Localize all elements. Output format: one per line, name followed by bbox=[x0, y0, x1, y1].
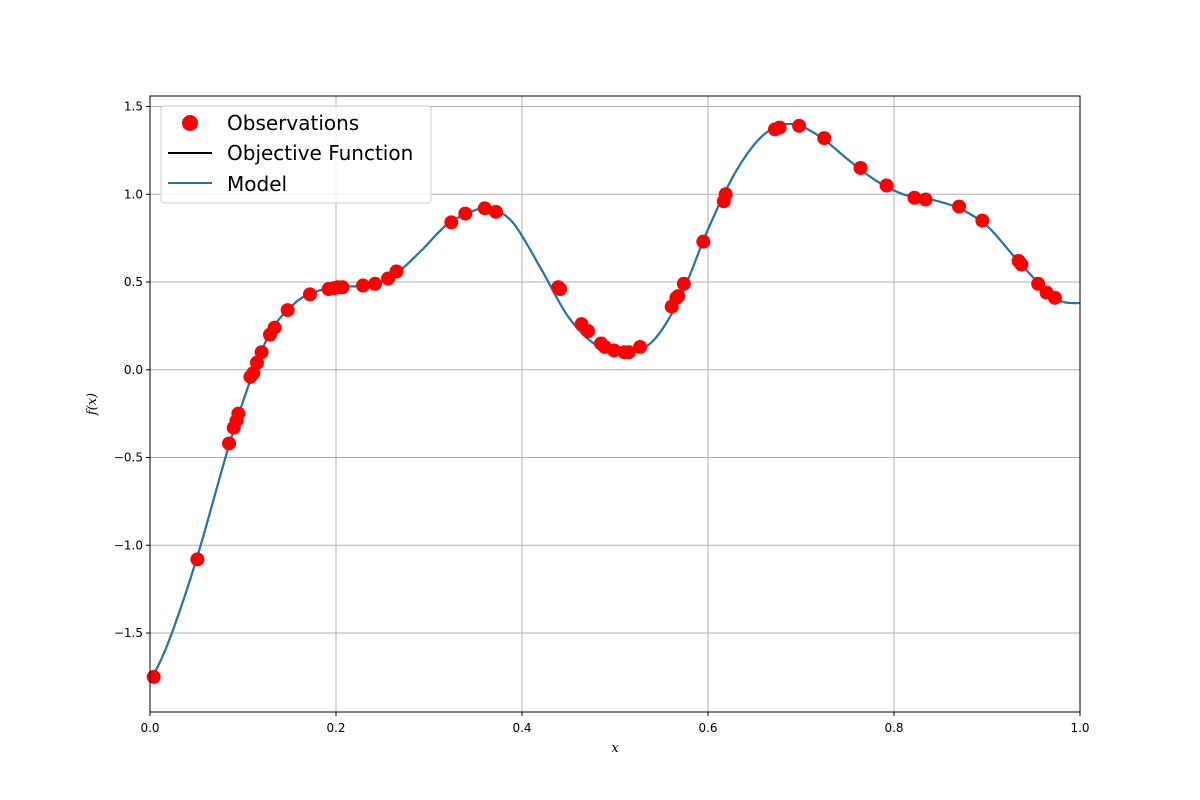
x-axis-label: x bbox=[611, 741, 619, 756]
observation-point bbox=[280, 303, 295, 318]
y-tick-label: 0.5 bbox=[124, 275, 143, 289]
x-axis-ticks: 0.0 0.2 0.4 0.6 0.8 1.0 bbox=[140, 712, 1090, 735]
observation-point bbox=[222, 436, 237, 451]
legend-model-label: Model bbox=[227, 172, 287, 196]
y-tick-label: −0.5 bbox=[114, 451, 143, 465]
y-tick-label: −1.0 bbox=[114, 538, 143, 552]
observation-point bbox=[458, 206, 473, 221]
legend-box bbox=[160, 105, 432, 204]
observation-point bbox=[488, 204, 503, 219]
observation-point bbox=[190, 552, 205, 567]
legend-observations-marker bbox=[182, 115, 198, 131]
axes-frame bbox=[149, 95, 1081, 713]
y-tick-label: 0.0 bbox=[124, 363, 143, 377]
observation-point bbox=[621, 345, 636, 360]
x-tick-label: 0.6 bbox=[698, 721, 717, 735]
x-tick-label: 1.0 bbox=[1070, 721, 1089, 735]
observation-point bbox=[633, 339, 648, 354]
observation-point bbox=[772, 120, 787, 135]
observation-point bbox=[975, 213, 990, 228]
observation-point bbox=[671, 289, 686, 304]
y-axis-label: f(x) bbox=[85, 393, 100, 416]
y-axis-ticks: −1.5 −1.0 −0.5 0.0 0.5 1.0 1.5 bbox=[114, 100, 150, 640]
observation-point bbox=[335, 280, 350, 295]
observation-point bbox=[249, 355, 264, 370]
observation-point bbox=[444, 215, 459, 230]
x-tick-label: 0.2 bbox=[326, 721, 345, 735]
observation-point bbox=[853, 160, 868, 175]
y-tick-label: −1.5 bbox=[114, 626, 143, 640]
legend-observations-label: Observations bbox=[227, 111, 359, 135]
observation-point bbox=[1047, 290, 1062, 305]
observation-point bbox=[718, 187, 733, 202]
observation-point bbox=[918, 192, 933, 207]
x-tick-label: 0.4 bbox=[512, 721, 531, 735]
observation-point bbox=[817, 131, 832, 146]
observation-point bbox=[389, 264, 404, 279]
observation-point bbox=[146, 669, 161, 684]
x-tick-label: 0.8 bbox=[884, 721, 903, 735]
observation-point bbox=[1014, 257, 1029, 272]
observation-point bbox=[246, 366, 261, 381]
observation-point bbox=[302, 287, 317, 302]
legend-objective-function-label: Objective Function bbox=[227, 141, 413, 165]
observation-point bbox=[696, 234, 711, 249]
y-tick-label: 1.0 bbox=[124, 187, 143, 201]
observation-point bbox=[368, 276, 383, 291]
observation-point bbox=[1031, 276, 1046, 291]
observation-point bbox=[907, 190, 922, 205]
observation-point bbox=[676, 276, 691, 291]
y-tick-label: 1.5 bbox=[124, 100, 143, 114]
observation-point bbox=[879, 178, 894, 193]
observation-point bbox=[952, 199, 967, 214]
observation-point bbox=[477, 201, 492, 216]
observation-point bbox=[254, 345, 269, 360]
observation-point bbox=[553, 282, 568, 297]
observation-point bbox=[581, 324, 596, 339]
observation-point bbox=[267, 320, 282, 335]
observation-point bbox=[355, 278, 370, 293]
observation-points bbox=[146, 118, 1062, 684]
observation-point bbox=[231, 406, 246, 421]
observation-point bbox=[792, 118, 807, 133]
x-tick-label: 0.0 bbox=[140, 721, 159, 735]
legend: Observations Objective Function Model bbox=[160, 105, 432, 204]
